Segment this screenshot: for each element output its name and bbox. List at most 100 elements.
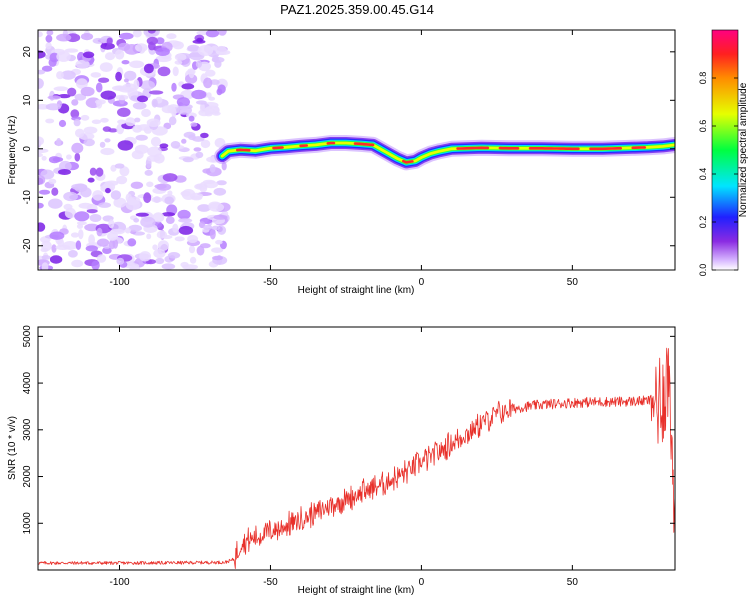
spectrogram-x-tick-label: -50 [263,277,278,288]
ridge-hotspot [236,148,251,152]
noise-blob [123,78,129,83]
ridge-hotspot [272,146,284,150]
noise-blob [213,214,228,220]
noise-blob [205,69,216,77]
noise-blob [135,134,148,141]
noise-blob [203,224,213,231]
noise-blob [119,32,134,40]
noise-blob [75,240,82,250]
spectrogram-y-tick-label: -10 [22,190,33,205]
noise-blob [197,204,211,212]
noise-blob [51,187,59,196]
ridge-hotspot [353,142,375,147]
noise-blob [214,60,222,68]
noise-blob [155,47,170,56]
spectrogram-y-tick-label: 0 [22,146,33,152]
noise-blob [46,30,54,36]
colorbar-label: Normalized spectral amplitude [738,82,749,217]
snr-frame [37,326,676,571]
noise-blob [143,63,154,74]
snr-y-tick-label: 5000 [22,325,33,348]
noise-blob [114,85,124,91]
snr-x-tick-label: 0 [419,577,425,588]
noise-blob [41,255,51,260]
colorbar-tick-label: 0.2 [698,216,708,229]
noise-blob [128,224,142,232]
noise-blob [96,227,103,237]
noise-blob [211,225,221,231]
noise-blob [96,100,103,109]
noise-blob [76,78,88,89]
noise-blob [63,191,78,202]
ridge-hotspot [456,146,490,150]
noise-blob [67,87,77,97]
noise-blob [64,207,76,219]
snr-y-axis-label: SNR (10 * v/v) [7,416,18,480]
noise-blob [146,118,161,127]
noise-blob [171,107,177,118]
noise-blob [38,78,44,89]
noise-blob [180,190,191,197]
noise-blob [100,42,115,50]
noise-blob [196,30,209,36]
colorbar-tick-label: 0.8 [698,72,708,85]
chart-title: PAZ1.2025.359.00.45.G14 [280,2,434,17]
noise-blob [110,190,122,200]
noise-blob [140,216,156,228]
noise-blob [85,245,99,252]
noise-blob [89,214,102,222]
colorbar-tick-label: 0.6 [698,120,708,133]
noise-blob [148,90,164,95]
noise-blob [49,255,63,264]
noise-blob [117,119,127,125]
noise-blob [151,98,158,108]
noise-blob [38,148,49,154]
noise-blob [58,169,71,175]
noise-blob [141,108,151,118]
noise-blob [95,167,104,177]
noise-blob [115,94,129,101]
noise-blob [187,235,199,243]
noise-blob [151,196,163,203]
noise-blob [73,118,81,127]
noise-blob [48,178,57,185]
noise-blob [60,70,76,80]
spectrogram-x-tick-label: 0 [419,277,425,288]
noise-blob [181,83,195,90]
colorbar-tick-label: 0.4 [698,168,708,181]
noise-blob [58,119,67,128]
noise-blob [209,228,216,240]
noise-blob [157,240,169,252]
noise-blob [132,102,147,110]
noise-blob [213,106,220,115]
noise-blob [162,173,178,182]
noise-blob [166,33,177,40]
spectrogram-y-axis-label: Frequency (Hz) [7,116,18,185]
noise-blob [47,95,62,100]
snr-x-axis-label: Height of straight line (km) [298,585,415,596]
noise-blob [167,190,173,196]
noise-blob [208,202,225,212]
snr-panel: -100 -50 0 50 1000 2000 3000 4000 5000 Height of… [7,325,676,596]
noise-blob [189,192,204,200]
noise-blob [205,30,219,38]
noise-blob [195,60,202,68]
ridge-hotspot [528,147,580,151]
noise-blob [181,138,187,144]
noise-blob [88,234,95,246]
noise-blob [216,180,227,186]
noise-blob [38,202,44,209]
noise-blob [191,89,207,100]
noise-blob [68,250,78,258]
noise-blob [114,49,125,60]
spectrogram-y-tick-label: -20 [22,238,33,253]
noise-blob [102,247,112,254]
noise-blob [63,203,73,210]
noise-blob [56,33,72,42]
noise-blob [156,230,168,239]
spectrogram-x-tick-label: -100 [110,277,130,288]
noise-blob [95,82,103,93]
noise-blob [153,248,166,259]
noise-blob [143,192,152,204]
